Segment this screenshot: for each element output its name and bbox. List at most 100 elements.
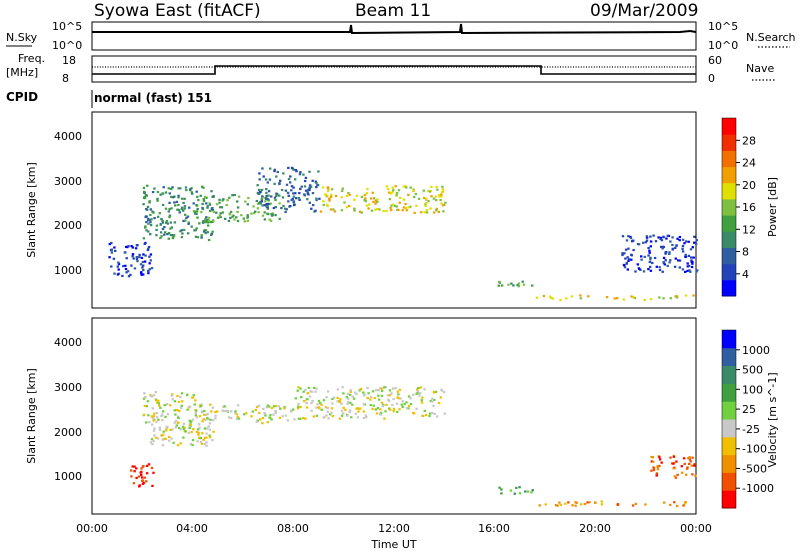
velocity-echo-cell bbox=[631, 504, 635, 507]
velocity-echo-cell bbox=[366, 386, 369, 389]
velocity-echo-cell bbox=[162, 430, 165, 433]
velocity-echo-cell bbox=[371, 407, 374, 410]
power-echo-cell bbox=[205, 202, 208, 205]
velocity-echo-cell bbox=[384, 386, 387, 389]
power-echo-cell bbox=[333, 210, 337, 213]
velocity-echo-cell bbox=[305, 401, 309, 405]
power-echo-cell bbox=[311, 192, 315, 195]
power-echo-cell bbox=[171, 196, 175, 199]
power-echo-cell bbox=[385, 209, 388, 213]
power-echo-cell bbox=[135, 256, 138, 259]
power-echo-cell bbox=[165, 221, 168, 224]
velocity-echo-cell bbox=[173, 421, 176, 424]
power-echo-cell bbox=[149, 253, 153, 256]
power-echo-cell bbox=[662, 256, 666, 259]
velocity-echo-cell bbox=[688, 462, 691, 466]
velocity-echo-cell bbox=[133, 470, 136, 473]
velocity-echo-cell bbox=[177, 421, 180, 424]
velocity-echo-cell bbox=[292, 408, 295, 411]
velocity-echo-cell bbox=[418, 392, 422, 395]
power-echo-cell bbox=[266, 206, 269, 209]
power-echo-cell bbox=[322, 200, 325, 203]
power-echo-cell bbox=[159, 231, 163, 234]
velocity-echo-cell bbox=[133, 465, 136, 468]
power-echo-cell bbox=[376, 200, 379, 203]
power-echo-cell bbox=[131, 255, 134, 258]
power-echo-cell bbox=[173, 195, 176, 198]
velocity-echo-cell bbox=[690, 464, 693, 467]
power-echo-cell bbox=[220, 206, 223, 209]
power-echo-cell bbox=[605, 296, 609, 299]
power-echo-cell bbox=[195, 210, 199, 213]
velocity-echo-cell bbox=[158, 426, 161, 429]
power-echo-cell bbox=[649, 258, 652, 261]
power-echo-cell bbox=[648, 249, 651, 252]
power-echo-cell bbox=[404, 207, 408, 210]
power-echo-cell bbox=[295, 170, 298, 173]
power-echo-cell bbox=[389, 206, 392, 209]
velocity-echo-cell bbox=[325, 396, 328, 399]
power-echo-cell bbox=[267, 190, 271, 193]
velocity-echo-cell bbox=[169, 428, 172, 431]
velocity-echo-cell bbox=[177, 416, 180, 419]
power-echo-cell bbox=[124, 264, 127, 267]
power-echo-cell bbox=[160, 218, 163, 221]
power-echo-cell bbox=[108, 243, 111, 246]
power-echo-cell bbox=[156, 190, 160, 194]
velocity-echo-cell bbox=[188, 419, 191, 422]
velocity-echo-cell bbox=[415, 407, 418, 410]
power-echo-cell bbox=[210, 233, 213, 236]
power-echo-cell bbox=[440, 195, 443, 198]
power-echo-cell bbox=[180, 236, 184, 239]
velocity-colorbar-segment bbox=[722, 365, 736, 384]
velocity-echo-cell bbox=[151, 443, 154, 446]
power-echo-cell bbox=[172, 235, 175, 238]
velocity-echo-cell bbox=[672, 455, 676, 458]
velocity-echo-cell bbox=[407, 407, 410, 410]
power-echo-cell bbox=[256, 202, 260, 205]
velocity-echo-cell bbox=[141, 482, 145, 485]
velocity-echo-cell bbox=[155, 420, 158, 423]
power-echo-cell bbox=[696, 269, 699, 272]
power-echo-cell bbox=[587, 295, 590, 298]
power-echo-cell bbox=[516, 284, 519, 287]
velocity-echo-cell bbox=[203, 427, 206, 430]
velocity-echo-cell bbox=[234, 410, 237, 413]
velocity-echo-cell bbox=[437, 401, 441, 405]
power-echo-cell bbox=[315, 197, 318, 200]
power-echo-cell bbox=[306, 191, 309, 194]
power-echo-cell bbox=[207, 221, 210, 224]
power-echo-cell bbox=[219, 215, 222, 219]
velocity-echo-cell bbox=[140, 467, 143, 470]
velocity-echo-cell bbox=[278, 416, 282, 419]
power-echo-cell bbox=[188, 206, 191, 209]
power-echo-cell bbox=[622, 298, 625, 301]
power-echo-cell bbox=[366, 188, 369, 191]
power-echo-cell bbox=[367, 207, 370, 210]
power-echo-cell bbox=[304, 176, 308, 179]
power-echo-cell bbox=[374, 199, 378, 202]
power-echo-cell bbox=[392, 189, 395, 192]
power-echo-cell bbox=[216, 216, 220, 219]
velocity-echo-cell bbox=[384, 410, 387, 413]
power-echo-cell bbox=[207, 238, 211, 242]
power-echo-cell bbox=[265, 188, 268, 191]
power-echo-cell bbox=[376, 198, 379, 201]
power-echo-cell bbox=[549, 295, 552, 298]
power-echo-cell bbox=[211, 195, 214, 198]
velocity-echo-cell bbox=[305, 406, 309, 409]
power-echo-cell bbox=[413, 211, 416, 214]
velocity-echo-cell bbox=[600, 500, 603, 503]
power-echo-cell bbox=[262, 175, 265, 178]
velocity-echo-cell bbox=[200, 410, 204, 413]
velocity-colorbar-tick-label: 500 bbox=[742, 364, 763, 377]
velocity-echo-cell bbox=[313, 386, 316, 389]
velocity-echo-cell bbox=[173, 400, 177, 403]
power-echo-cell bbox=[254, 210, 257, 213]
velocity-echo-cell bbox=[166, 403, 169, 406]
power-echo-cell bbox=[691, 246, 694, 249]
velocity-echo-cell bbox=[176, 444, 180, 447]
power-echo-cell bbox=[180, 206, 184, 209]
power-echo-cell bbox=[399, 196, 402, 199]
